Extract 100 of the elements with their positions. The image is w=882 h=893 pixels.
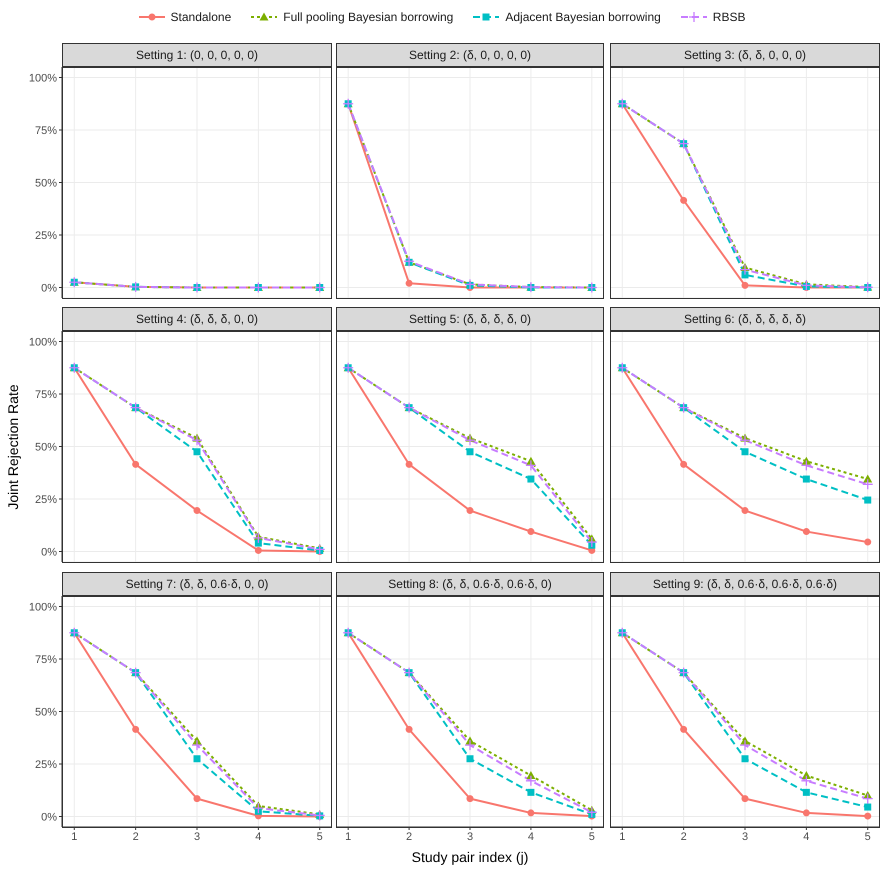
point: [742, 282, 748, 289]
chart-title: Setting 3: (δ, δ, 0, 0, 0): [610, 43, 880, 67]
point: [864, 804, 872, 811]
point: [802, 809, 810, 816]
x-axis-title: Study pair index (j): [410, 849, 530, 865]
x-tick-label: 1: [71, 830, 78, 843]
point: [739, 739, 751, 751]
chart-title: Setting 4: (δ, δ, δ, 0, 0): [62, 307, 332, 331]
y-tick-label: 50%: [34, 706, 58, 718]
y-tick-label: 0%: [41, 282, 58, 294]
point: [802, 788, 810, 796]
y-tick-label: 25%: [34, 758, 58, 771]
x-tick-label: 3: [466, 830, 474, 843]
point: [132, 460, 140, 468]
legend-label: RBSB: [712, 10, 746, 24]
point: [527, 788, 534, 796]
x-tick-label: 2: [680, 830, 687, 843]
point: [739, 434, 751, 446]
point: [527, 528, 534, 536]
point: [742, 448, 748, 456]
y-axis-title: Joint Rejection Rate: [5, 382, 22, 512]
y-tick-label: 75%: [34, 388, 58, 401]
y-tick-label: 50%: [34, 177, 58, 190]
point: [406, 460, 413, 468]
point: [742, 755, 748, 762]
point: [194, 448, 200, 456]
point: [802, 476, 810, 483]
y-tick-label: 50%: [34, 441, 58, 454]
point: [466, 507, 474, 514]
point: [586, 806, 598, 818]
point: [864, 496, 872, 504]
x-tick-label: 3: [742, 830, 748, 843]
y-tick-label: 100%: [28, 72, 58, 84]
y-tick-label: 25%: [34, 494, 58, 506]
x-tick-label: 4: [528, 830, 534, 843]
chart-title: Setting 8: (δ, δ, 0.6·δ, 0.6·δ, 0): [336, 572, 604, 596]
y-tick-label: 75%: [34, 124, 58, 137]
point: [406, 280, 413, 287]
y-tick-label: 25%: [34, 230, 58, 242]
point: [525, 460, 537, 472]
y-tick-label: 100%: [28, 601, 58, 614]
x-tick-label: 5: [588, 830, 595, 843]
x-tick-label: 1: [345, 830, 352, 843]
point: [254, 546, 262, 554]
point: [864, 538, 872, 546]
point: [132, 726, 140, 733]
point: [252, 802, 264, 814]
point: [802, 528, 810, 536]
point: [742, 271, 748, 278]
point: [739, 264, 751, 276]
point: [194, 795, 200, 802]
point: [525, 775, 537, 786]
legend-label: Standalone: [170, 10, 232, 24]
point: [864, 812, 872, 820]
point: [527, 476, 534, 483]
y-tick-label: 0%: [41, 811, 58, 824]
point: [680, 196, 688, 204]
x-tick-label: 2: [406, 830, 412, 843]
point: [527, 809, 534, 816]
x-tick-label: 5: [864, 830, 871, 843]
point: [742, 507, 748, 514]
x-tick-label: 2: [132, 830, 139, 843]
point: [862, 478, 874, 490]
y-tick-label: 75%: [34, 654, 58, 666]
y-tick-label: 100%: [28, 336, 58, 348]
point: [194, 755, 200, 762]
y-tick-label: 0%: [41, 546, 58, 558]
x-tick-label: 1: [619, 830, 626, 843]
point: [464, 434, 476, 446]
point: [191, 434, 203, 446]
x-tick-label: 4: [255, 830, 262, 843]
chart-title: Setting 1: (0, 0, 0, 0, 0): [62, 43, 332, 67]
point: [466, 795, 474, 802]
point: [252, 532, 264, 544]
point: [406, 726, 413, 733]
point: [314, 544, 326, 556]
point: [314, 810, 326, 822]
point: [680, 726, 688, 733]
x-tick-label: 5: [316, 830, 323, 843]
chart-title: Setting 5: (δ, δ, δ, δ, 0): [336, 307, 604, 331]
chart-title: Setting 6: (δ, δ, δ, δ, δ): [610, 307, 880, 331]
chart-title: Setting 9: (δ, δ, 0.6·δ, 0.6·δ, 0.6·δ): [610, 572, 880, 596]
point: [466, 448, 474, 456]
point: [464, 739, 476, 751]
point: [466, 755, 474, 762]
point: [191, 739, 203, 751]
point: [526, 771, 536, 780]
point: [800, 280, 812, 292]
point: [800, 460, 812, 472]
legend-label: Adjacent Bayesian borrowing: [505, 10, 661, 24]
point: [680, 460, 688, 468]
chart-title: Setting 7: (δ, δ, 0.6·δ, 0, 0): [62, 572, 332, 596]
point: [800, 775, 812, 786]
x-tick-label: 4: [803, 830, 810, 843]
point: [586, 282, 598, 294]
point: [586, 536, 598, 548]
point: [862, 793, 874, 804]
legend-label: Full pooling Bayesian borrowing: [283, 10, 454, 24]
point: [742, 795, 748, 802]
x-tick-label: 3: [194, 830, 200, 843]
